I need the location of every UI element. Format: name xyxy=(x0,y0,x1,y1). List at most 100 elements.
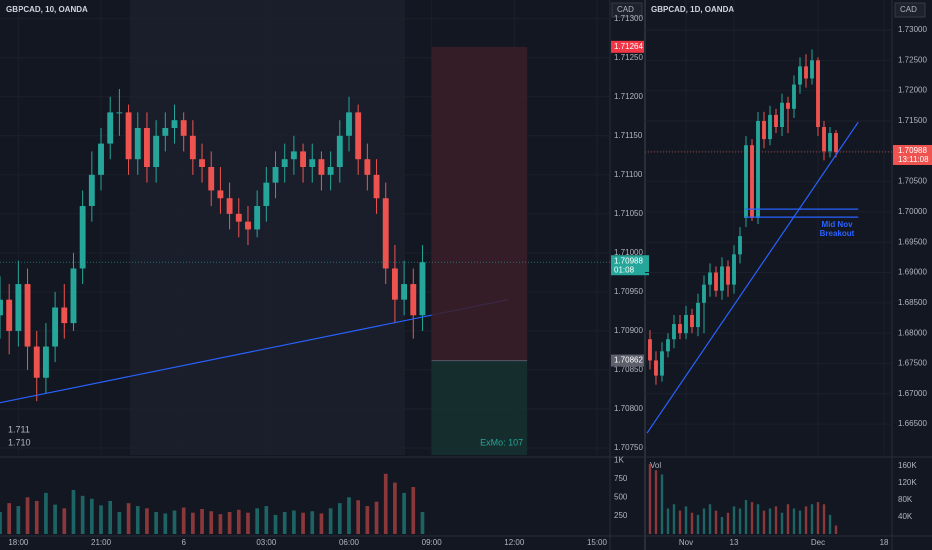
candle-body xyxy=(134,127,141,160)
candle-body xyxy=(98,143,104,175)
y-tick-label: 1.71150 xyxy=(614,131,643,140)
volume-bar xyxy=(200,509,204,534)
chart-title: GBPCAD, 10, OANDA xyxy=(6,5,88,14)
volume-bar xyxy=(365,506,370,534)
volume-bar xyxy=(172,510,177,534)
volume-bar xyxy=(666,508,670,534)
y-tick-label: 1.68000 xyxy=(898,328,927,337)
candle-body xyxy=(199,159,205,168)
volume-bar xyxy=(756,504,760,534)
candle-body xyxy=(144,127,150,168)
volume-bar xyxy=(804,506,808,534)
candle-body xyxy=(336,135,343,168)
y-tick-label: 1.67500 xyxy=(898,359,927,368)
y-tick-label: 1.73000 xyxy=(898,25,927,34)
y-tick-label: 1.71100 xyxy=(614,170,643,179)
x-tick-label: 18:00 xyxy=(8,538,29,547)
volume-bar xyxy=(218,514,223,534)
volume-tick-label: 80K xyxy=(898,495,913,504)
candle-body xyxy=(798,66,802,85)
y-tick-label: 1.70850 xyxy=(614,365,643,374)
last-price-label: 1.70988 xyxy=(614,256,643,265)
candle-body xyxy=(702,284,706,303)
candle-body xyxy=(816,60,820,128)
stop-tag-label: 1.71264 xyxy=(614,42,643,51)
candle-body xyxy=(6,299,13,331)
candle-body xyxy=(125,112,132,160)
candle-body xyxy=(792,84,796,109)
volume-bar xyxy=(720,516,724,534)
volume-bar xyxy=(648,463,652,534)
volume-bar xyxy=(80,495,85,534)
candle-body xyxy=(24,284,31,347)
candle-body xyxy=(52,307,59,347)
volume-bar xyxy=(34,500,39,534)
volume-bar xyxy=(246,512,250,534)
volume-bar xyxy=(780,512,784,534)
volume-bar xyxy=(690,512,694,534)
candle-body xyxy=(756,120,760,218)
y-tick-label: 1.70000 xyxy=(898,207,927,216)
volume-bar xyxy=(145,508,149,534)
y-tick-label: 1.71000 xyxy=(614,248,643,257)
plot xyxy=(645,0,892,455)
volume-bar xyxy=(774,506,778,534)
candle-body xyxy=(70,268,77,324)
annotation: Breakout xyxy=(820,229,855,238)
y-tick-label: 1.71200 xyxy=(614,92,643,101)
candle-body xyxy=(762,120,766,140)
candle-body xyxy=(672,324,676,340)
candle-body xyxy=(726,266,730,285)
volume-bar xyxy=(383,473,388,534)
candle-body xyxy=(714,272,718,291)
x-tick-label: 18 xyxy=(880,538,889,547)
volume-bar xyxy=(25,497,30,534)
candle-body xyxy=(648,339,652,361)
x-tick-label: 6 xyxy=(181,538,186,547)
volume-bar xyxy=(255,508,259,534)
y-tick-label: 1.71500 xyxy=(898,116,927,125)
candle-body xyxy=(774,114,778,128)
last-price-tag xyxy=(611,255,649,276)
currency-label: CAD xyxy=(617,5,634,14)
candle-body xyxy=(235,213,242,222)
candle-body xyxy=(750,145,754,218)
candle-body xyxy=(208,167,215,191)
volume-tick-label: 250 xyxy=(614,511,628,520)
currency-box xyxy=(894,2,926,18)
candle-body xyxy=(226,198,233,214)
y-tick-label: 1.72500 xyxy=(898,55,927,64)
chart-title: GBPCAD, 1D, OANDA xyxy=(651,5,734,14)
candle-body xyxy=(410,284,417,316)
candle-body xyxy=(744,145,748,218)
candle-body xyxy=(254,206,261,230)
volume-bar xyxy=(786,504,790,534)
y-tick-label: 1.66500 xyxy=(898,419,927,428)
volume-bar xyxy=(420,511,425,534)
candle-body xyxy=(309,159,316,168)
target-zone xyxy=(431,360,528,455)
volume-bar xyxy=(191,512,195,534)
candle-body xyxy=(684,314,688,334)
volume-bar xyxy=(738,508,742,534)
candle-body xyxy=(281,159,288,168)
candle-body xyxy=(0,299,3,316)
volume-bar xyxy=(750,502,754,534)
candle-body xyxy=(61,307,68,324)
candle-body xyxy=(391,268,398,300)
volume-bar xyxy=(99,505,103,534)
volume-tick-label: 160K xyxy=(898,461,917,470)
y-tick-label: 1.70500 xyxy=(898,177,927,186)
candle-body xyxy=(180,120,187,136)
y-tick-label: 1.69500 xyxy=(898,237,927,246)
y-tick-label: 1.71300 xyxy=(614,14,643,23)
volume-bar xyxy=(678,510,682,534)
candle-body xyxy=(327,167,334,175)
volume-bar xyxy=(209,511,214,534)
candle-body xyxy=(300,151,307,168)
y-tick-label: 1.70800 xyxy=(614,404,643,413)
volume-bar xyxy=(744,499,748,534)
stop-tag xyxy=(611,40,644,53)
volume-bar xyxy=(374,501,379,534)
candle-body xyxy=(355,112,362,160)
